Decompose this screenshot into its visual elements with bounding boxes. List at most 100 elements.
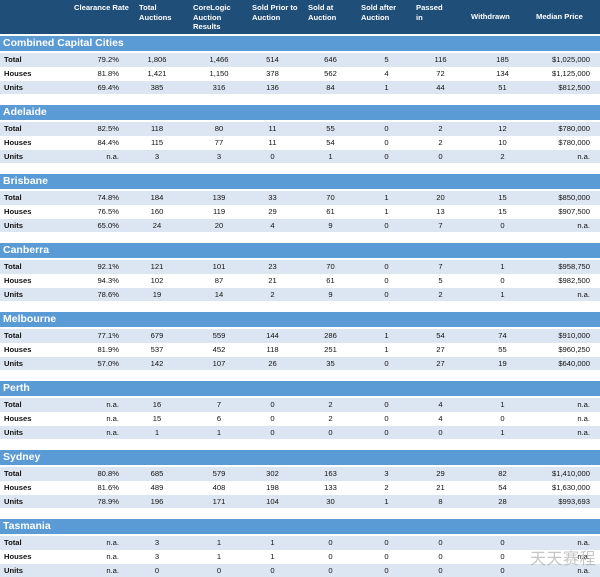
row-label: Houses: [4, 344, 32, 354]
table-cell: n.a.: [577, 427, 590, 437]
table-cell: 2: [328, 413, 333, 423]
table-cell: 15: [498, 206, 507, 216]
header-clearance-rate: Clearance Rate: [74, 3, 129, 12]
table-cell: n.a.: [106, 427, 119, 437]
row-label: Total: [4, 262, 22, 271]
row-label: Houses: [4, 275, 32, 285]
table-cell: 646: [324, 55, 337, 64]
table-cell: 61: [326, 206, 335, 216]
table-cell: 30: [326, 496, 335, 506]
table-row: Units 78.9% 196 171 104 30 1 8 28 $993,693: [0, 494, 600, 509]
table-header-row: Clearance Rate Total Auctions CoreLogic …: [0, 0, 600, 34]
table-cell: 286: [324, 331, 337, 340]
table-cell: 1: [500, 289, 505, 299]
table-cell: 0: [328, 551, 333, 561]
table-cell: 80.8%: [97, 469, 119, 478]
table-cell: 0: [384, 413, 389, 423]
table-row: Total 80.8% 685 579 302 163 3 29 82 $1,410,000: [0, 467, 600, 481]
row-label: Houses: [4, 137, 32, 147]
table-cell: 1: [384, 344, 389, 354]
table-cell: 184: [150, 193, 164, 202]
row-label: Houses: [4, 551, 32, 561]
table-cell: 139: [212, 193, 226, 202]
row-label: Units: [4, 220, 23, 230]
table-cell: 7: [438, 262, 443, 271]
table-cell: 0: [384, 220, 389, 230]
section-block: Adelaide Total 82.5% 118 80 11 55 0 2 12 $780,000 H…: [0, 103, 600, 164]
section-title: Brisbane: [0, 174, 600, 189]
table-cell: 302: [266, 469, 279, 478]
table-cell: 378: [266, 68, 279, 78]
table-cell: 81.8%: [97, 68, 119, 78]
table-cell: 94.3%: [97, 275, 119, 285]
row-label: Total: [4, 400, 22, 409]
table-cell: 116: [434, 55, 447, 64]
table-cell: 77.1%: [97, 331, 119, 340]
table-cell: 0: [384, 400, 389, 409]
table-cell: 0: [384, 358, 389, 368]
table-cell: n.a.: [577, 151, 590, 161]
table-cell: 0: [500, 220, 505, 230]
table-cell: 0: [384, 551, 389, 561]
table-cell: 8: [438, 496, 443, 506]
section-title: Tasmania: [0, 519, 600, 534]
table-cell: 10: [498, 137, 507, 147]
table-cell: 0: [500, 565, 505, 575]
row-label: Total: [4, 469, 22, 478]
table-cell: 0: [438, 427, 443, 437]
table-cell: 115: [150, 137, 164, 147]
table-cell: 78.9%: [97, 496, 119, 506]
table-cell: 82: [498, 469, 507, 478]
table-row: Units n.a. 3 3 0 1 0 0 2 n.a.: [0, 149, 600, 164]
table-cell: $993,693: [558, 496, 590, 506]
table-cell: $780,000: [558, 124, 590, 133]
table-cell: 0: [270, 565, 275, 575]
table-cell: 70: [326, 193, 335, 202]
table-row: Houses 94.3% 102 87 21 61 0 5 0 $982,500: [0, 273, 600, 288]
table-cell: 21: [268, 275, 277, 285]
table-cell: 1: [500, 427, 505, 437]
table-cell: 2: [438, 289, 443, 299]
section-title: Canberra: [0, 243, 600, 258]
row-label: Houses: [4, 482, 32, 492]
table-cell: n.a.: [577, 551, 590, 561]
table-cell: 3: [384, 469, 389, 478]
table-row: Total 92.1% 121 101 23 70 0 7 1 $958,750: [0, 260, 600, 274]
table-cell: 79.2%: [97, 55, 119, 64]
table-cell: 1: [384, 193, 389, 202]
table-cell: 1: [270, 538, 275, 547]
table-cell: 80: [214, 124, 224, 133]
table-cell: 0: [500, 275, 505, 285]
row-label: Total: [4, 538, 22, 547]
table-cell: 2: [328, 400, 333, 409]
row-label: Units: [4, 82, 23, 92]
table-cell: 0: [500, 413, 505, 423]
header-sold-after-auction: Sold after Auction: [361, 3, 397, 22]
table-cell: 29: [436, 469, 445, 478]
table-row: Units 78.6% 19 14 2 9 0 2 1 n.a.: [0, 287, 600, 302]
row-label: Units: [4, 496, 23, 506]
header-corelogic-auction-results: CoreLogic Auction Results: [193, 3, 231, 31]
table-cell: n.a.: [106, 151, 119, 161]
table-cell: 7: [438, 220, 443, 230]
table-cell: n.a.: [106, 538, 119, 547]
table-cell: 134: [496, 68, 509, 78]
table-row: Units 65.0% 24 20 4 9 0 7 0 n.a.: [0, 218, 600, 233]
table-cell: 28: [498, 496, 507, 506]
table-cell: 121: [150, 262, 164, 271]
table-cell: 81.6%: [97, 482, 119, 492]
table-row: Units n.a. 1 1 0 0 0 0 1 n.a.: [0, 425, 600, 440]
section-title: Sydney: [0, 450, 600, 465]
table-cell: 7: [216, 400, 222, 409]
table-cell: n.a.: [577, 400, 590, 409]
section-block: Tasmania Total n.a. 3 1 1 0 0 0 0 n.a. Houses n.a. 3 1…: [0, 517, 600, 577]
table-row: Houses n.a. 15 6 0 2 0 4 0 n.a.: [0, 411, 600, 426]
table-cell: 2: [438, 137, 443, 147]
header-passed-in: Passed in: [416, 3, 443, 22]
header-withdrawn: Withdrawn: [471, 12, 510, 21]
table-cell: 74.8%: [97, 193, 119, 202]
watermark-logo: 天天赛程: [529, 549, 596, 568]
table-cell: 251: [324, 344, 337, 354]
table-cell: 136: [266, 82, 279, 92]
table-cell: 65.0%: [97, 220, 119, 230]
